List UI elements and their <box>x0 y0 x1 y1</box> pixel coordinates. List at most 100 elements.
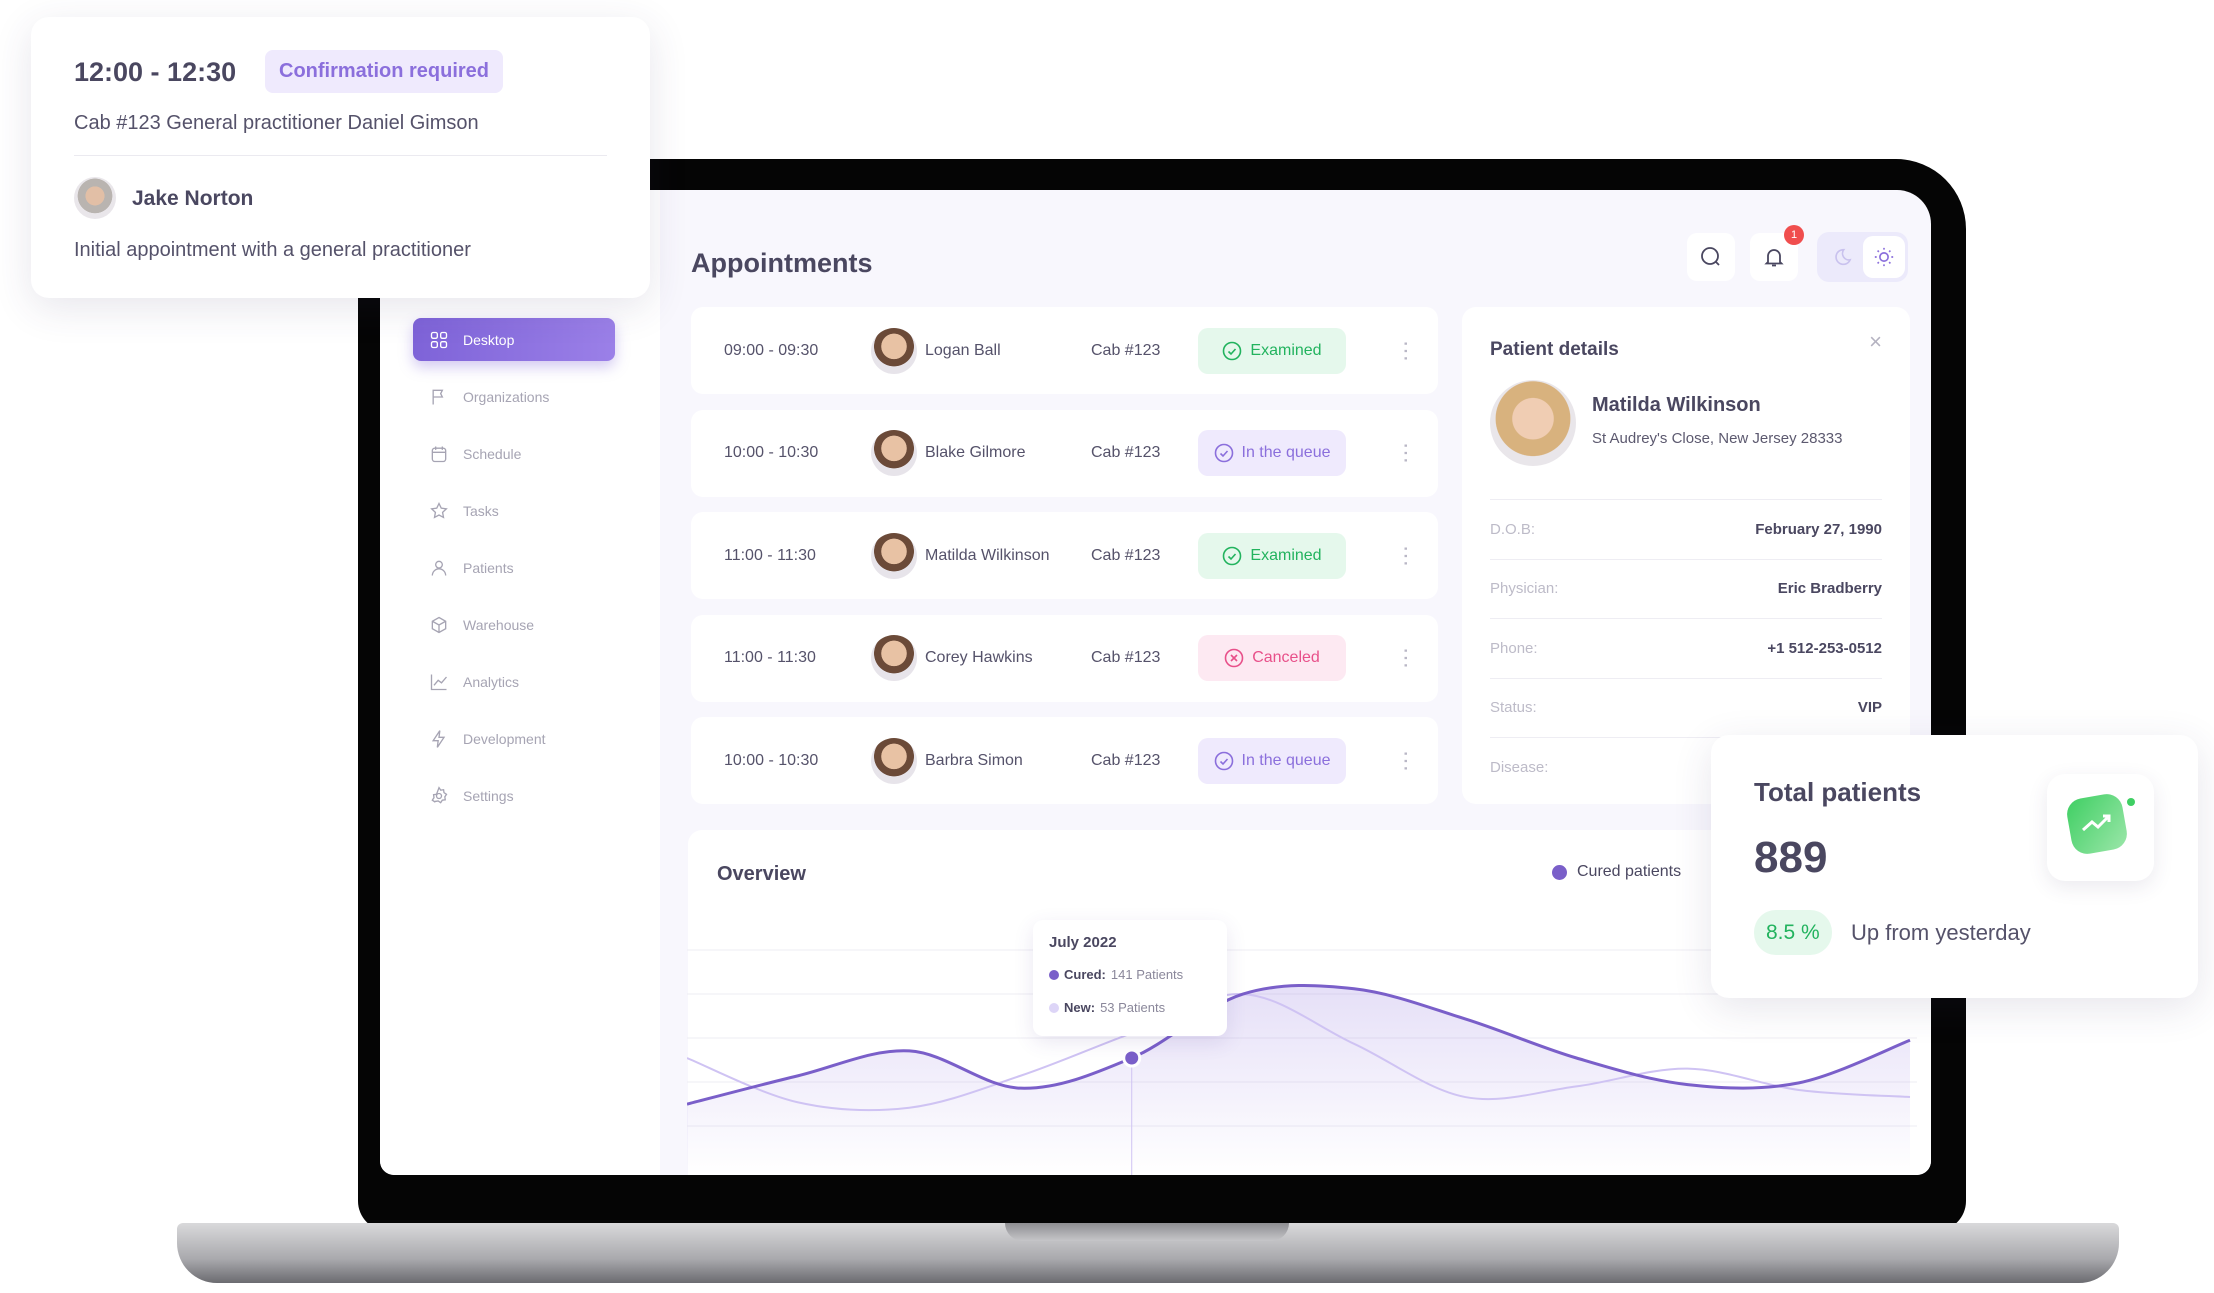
detail-label: Disease: <box>1490 758 1549 776</box>
patient-name: Matilda Wilkinson <box>1592 394 1761 416</box>
flag-icon <box>432 389 444 404</box>
sidebar-item-label: Organizations <box>463 388 550 405</box>
cured-area <box>687 985 1910 1175</box>
sidebar-item-schedule[interactable]: Schedule <box>413 432 615 475</box>
more-options-icon[interactable]: ⋯ <box>1394 544 1419 567</box>
more-options-icon[interactable]: ⋯ <box>1394 339 1419 362</box>
new-value: 53 Patients <box>1100 1000 1166 1015</box>
appointment-details: Cab #123 General practitioner Daniel Gim… <box>74 112 479 134</box>
sidebar-item-development[interactable]: Development <box>413 717 615 760</box>
detail-label: Phone: <box>1490 639 1538 657</box>
patient-name: Matilda Wilkinson <box>925 546 1050 564</box>
gear-icon <box>431 785 448 804</box>
patient-avatar <box>871 635 917 681</box>
status-label: Examined <box>1250 341 1322 359</box>
status-badge: In the queue <box>1198 737 1346 784</box>
sidebar-item-warehouse[interactable]: Warehouse <box>413 603 615 646</box>
status-label: Canceled <box>1252 649 1320 666</box>
status-badge: Examined <box>1198 532 1346 579</box>
patient-name: Jake Norton <box>132 187 254 210</box>
appointment-time: 10:00 - 10:30 <box>724 444 819 461</box>
overview-title: Overview <box>717 863 806 885</box>
panel-title: Patient details <box>1490 339 1619 360</box>
chart-legend: Cured patients <box>1552 863 1681 881</box>
status-label: In the queue <box>1241 444 1331 461</box>
detail-value: +1 512-253-0512 <box>1767 639 1882 657</box>
box-icon <box>431 616 447 633</box>
trend-icon <box>2047 774 2154 881</box>
patient-avatar <box>871 532 917 579</box>
new-label: New: <box>1064 1000 1096 1015</box>
sidebar-item-desktop[interactable]: Desktop <box>413 318 615 361</box>
light-mode-button[interactable] <box>1863 236 1905 278</box>
detail-row: Disease: <box>1490 737 1882 796</box>
sidebar-item-settings[interactable]: Settings <box>413 774 615 817</box>
detail-value: February 27, 1990 <box>1755 520 1882 538</box>
appointment-row[interactable]: 11:00 - 11:30 Matilda Wilkinson Cab #123… <box>691 512 1438 599</box>
patient-name: Corey Hawkins <box>925 649 1033 666</box>
sidebar-item-patients[interactable]: Patients <box>413 546 615 589</box>
cab-number: Cab #123 <box>1091 751 1161 769</box>
tooltip-new: New: 53 Patients <box>1049 1000 1165 1015</box>
cab-number: Cab #123 <box>1091 341 1161 359</box>
patient-name: Barbra Simon <box>925 751 1023 769</box>
tooltip-cured: Cured: 141 Patients <box>1049 967 1183 982</box>
patient-avatar <box>871 327 917 374</box>
legend-dot <box>1552 864 1567 880</box>
divider <box>74 155 607 156</box>
appointment-card[interactable]: 12:00 - 12:30 Confirmation required Cab … <box>31 17 650 298</box>
laptop-base <box>177 1223 2119 1283</box>
appointment-row[interactable]: 11:00 - 11:30 Corey Hawkins Cab #123 Can… <box>691 614 1438 702</box>
close-icon[interactable]: × <box>1869 329 1882 354</box>
more-options-icon[interactable]: ⋯ <box>1394 749 1419 772</box>
sidebar-item-tasks[interactable]: Tasks <box>413 489 615 532</box>
more-options-icon[interactable]: ⋯ <box>1394 442 1419 464</box>
sidebar-item-label: Settings <box>463 787 514 804</box>
sidebar-item-label: Tasks <box>463 502 499 519</box>
notifications-button[interactable]: 1 <box>1750 225 1804 281</box>
sidebar-item-organizations[interactable]: Organizations <box>413 375 615 418</box>
more-options-icon[interactable]: ⋯ <box>1394 647 1419 669</box>
detail-row: Physician: Eric Bradberry <box>1490 558 1882 618</box>
new-patients-line <box>687 993 1911 1112</box>
patient-photo <box>1490 380 1576 466</box>
status-label: In the queue <box>1241 751 1331 769</box>
appointment-row[interactable]: 09:00 - 09:30 Logan Ball Cab #123 Examin… <box>691 307 1438 394</box>
sidebar-item-label: Development <box>463 730 546 747</box>
patient-avatar <box>74 177 116 219</box>
sidebar-item-analytics[interactable]: Analytics <box>413 660 615 703</box>
detail-value: VIP <box>1857 699 1882 716</box>
total-patients-title: Total patients <box>1754 777 1922 807</box>
sidebar-item-label: Desktop <box>463 331 515 348</box>
x-circle-icon <box>1224 648 1244 668</box>
appointment-row[interactable]: 10:00 - 10:30 Blake Gilmore Cab #123 In … <box>691 409 1438 497</box>
cab-number: Cab #123 <box>1091 546 1161 564</box>
appointment-note: Initial appointment with a general pract… <box>74 239 471 261</box>
search-icon <box>1701 247 1720 266</box>
appointment-time: 12:00 - 12:30 <box>74 57 237 87</box>
calendar-icon <box>431 446 447 462</box>
sidebar-item-label: Schedule <box>463 445 522 462</box>
patient-name: Blake Gilmore <box>925 444 1026 461</box>
appointment-time: 11:00 - 11:30 <box>724 649 816 666</box>
status-badge: Examined <box>1198 327 1346 374</box>
appointment-row[interactable]: 10:00 - 10:30 Barbra Simon Cab #123 In t… <box>691 717 1438 804</box>
sidebar: Desktop Organizations Schedule Tasks Patient… <box>380 190 660 1175</box>
search-button[interactable] <box>1687 233 1735 281</box>
change-label: Up from yesterday <box>1851 920 2031 945</box>
theme-toggle[interactable] <box>1817 232 1908 282</box>
patient-address: St Audrey's Close, New Jersey 28333 <box>1592 430 1843 447</box>
sidebar-item-label: Analytics <box>463 673 520 690</box>
bell-icon <box>1764 249 1784 267</box>
laptop-notch <box>1005 1223 1289 1241</box>
patient-avatar <box>871 737 917 784</box>
chart-icon <box>430 674 448 690</box>
bolt-icon <box>431 729 446 748</box>
legend-label: Cured patients <box>1577 863 1682 880</box>
cured-label: Cured: <box>1064 967 1106 982</box>
detail-row: D.O.B: February 27, 1990 <box>1490 499 1882 558</box>
chart-tooltip: July 2022 Cured: 141 Patients New: 53 Pati… <box>1033 920 1227 1036</box>
detail-value: Eric Bradberry <box>1777 580 1882 597</box>
moon-icon[interactable] <box>1830 246 1852 268</box>
check-circle-icon <box>1223 546 1242 565</box>
